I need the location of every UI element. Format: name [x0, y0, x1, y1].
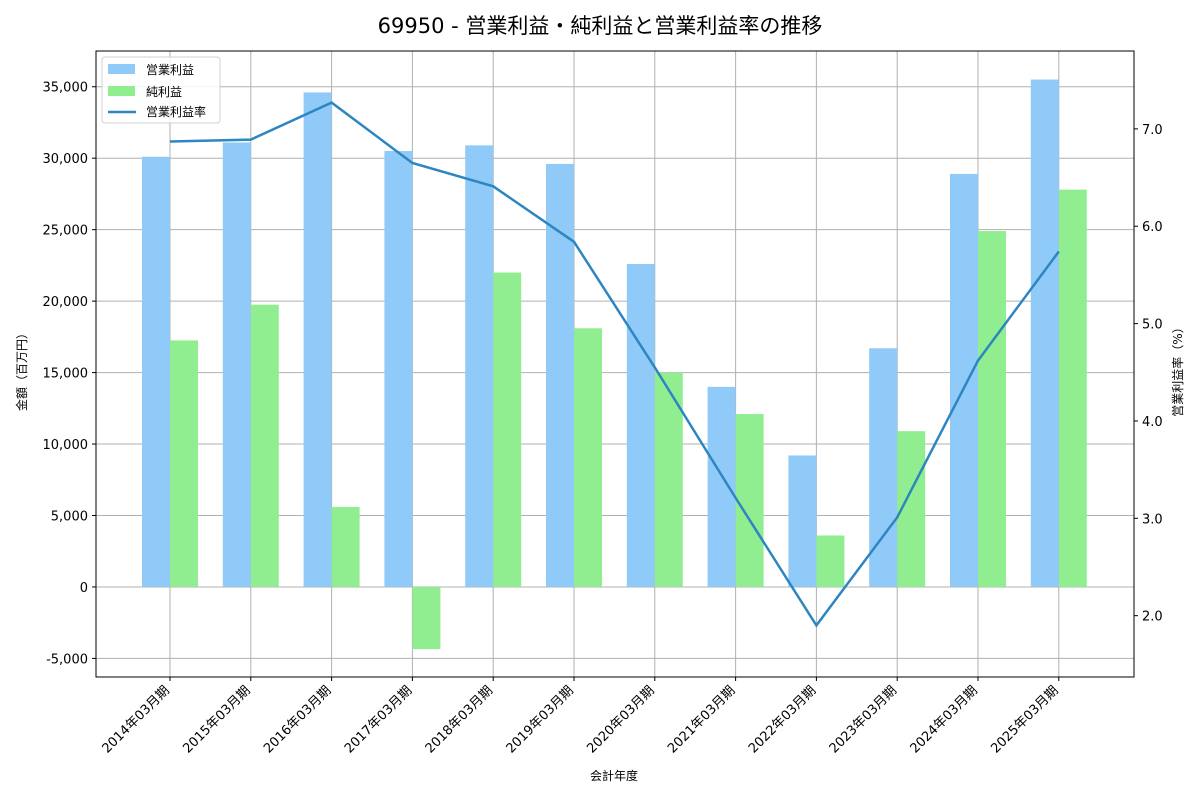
bar-net-profit — [574, 328, 602, 587]
bar-operating-profit — [626, 263, 655, 587]
x-tick-label: 2025年03月期 — [988, 683, 1061, 756]
legend-label-net-profit: 純利益 — [146, 85, 182, 99]
bar-operating-profit — [142, 156, 170, 587]
line-series — [169, 101, 1060, 628]
x-axis: 2014年03月期 2015年03月期 2016年03月期 2017年03月期 2018… — [100, 677, 1062, 757]
bar-series — [142, 79, 1087, 650]
bar-net-profit — [1058, 189, 1087, 587]
y-tick-label: 30,000 — [43, 152, 89, 167]
y-tick-label: 15,000 — [43, 367, 89, 382]
bar-operating-profit — [788, 455, 817, 587]
legend-label-operating-margin: 営業利益率 — [146, 104, 206, 119]
legend: 営業利益 純利益 営業利益率 — [101, 56, 221, 124]
y2-tick-label: 4.0 — [1142, 415, 1163, 430]
bar-net-profit — [978, 231, 1006, 587]
plot-frame — [95, 50, 1135, 678]
x-tick-label: 2016年03月期 — [261, 683, 334, 756]
y2-tick-label: 6.0 — [1142, 220, 1163, 235]
bar-operating-profit — [1030, 79, 1059, 587]
bar-operating-profit — [950, 173, 978, 587]
x-tick-label: 2019年03月期 — [504, 683, 577, 756]
x-tick-label: 2015年03月期 — [180, 683, 253, 756]
y2-tick-label: 5.0 — [1142, 318, 1163, 333]
x-axis-label: 会計年度 — [590, 768, 638, 783]
bar-operating-profit — [222, 142, 251, 587]
x-tick-label: 2023年03月期 — [827, 683, 900, 756]
x-tick-label: 2022年03月期 — [746, 683, 819, 756]
right-y-axis-label: 営業利益率（%） — [1170, 321, 1185, 416]
x-tick-label: 2020年03月期 — [584, 683, 657, 756]
y2-tick-label: 3.0 — [1142, 512, 1163, 527]
bar-net-profit — [331, 506, 360, 587]
x-tick-label: 2014年03月期 — [100, 683, 173, 756]
bar-net-profit — [250, 304, 279, 587]
line-operating-margin — [169, 101, 1060, 628]
y2-tick-label: 7.0 — [1142, 123, 1163, 138]
legend-swatch-net-profit — [108, 86, 135, 96]
left-y-axis-label: 金額（百万円） — [14, 327, 29, 411]
bar-operating-profit — [303, 92, 332, 587]
bar-net-profit — [170, 340, 198, 587]
bar-operating-profit — [465, 145, 494, 587]
chart-title: 69950 - 営業利益・純利益と営業利益率の推移 — [377, 14, 823, 38]
left-y-axis: -5,000 0 5,000 10,000 15,000 20,000 25,000 30,0… — [43, 81, 96, 667]
y-tick-label: 5,000 — [51, 509, 88, 524]
bar-net-profit — [493, 272, 522, 587]
y-tick-label: 0 — [80, 581, 88, 596]
y-tick-label: 10,000 — [43, 438, 89, 453]
y-tick-label: 20,000 — [43, 295, 89, 310]
x-tick-label: 2021年03月期 — [665, 683, 738, 756]
bar-operating-profit — [546, 163, 574, 587]
legend-swatch-operating-profit — [108, 64, 135, 74]
bar-operating-profit — [384, 151, 413, 587]
bar-operating-profit — [707, 386, 736, 587]
bar-net-profit — [816, 535, 845, 587]
legend-label-operating-profit: 営業利益 — [146, 63, 194, 77]
y2-tick-label: 2.0 — [1142, 610, 1163, 625]
x-tick-label: 2018年03月期 — [423, 683, 496, 756]
x-tick-label: 2017年03月期 — [342, 683, 415, 756]
bar-net-profit — [735, 414, 764, 587]
right-y-axis: 2.0 3.0 4.0 5.0 6.0 7.0 — [1134, 123, 1163, 625]
x-tick-label: 2024年03月期 — [908, 683, 981, 756]
y-tick-label: 25,000 — [43, 224, 89, 239]
y-tick-label: 35,000 — [43, 81, 89, 96]
bar-net-profit — [654, 372, 683, 587]
y-tick-label: -5,000 — [46, 652, 88, 667]
bar-net-profit — [412, 586, 441, 650]
